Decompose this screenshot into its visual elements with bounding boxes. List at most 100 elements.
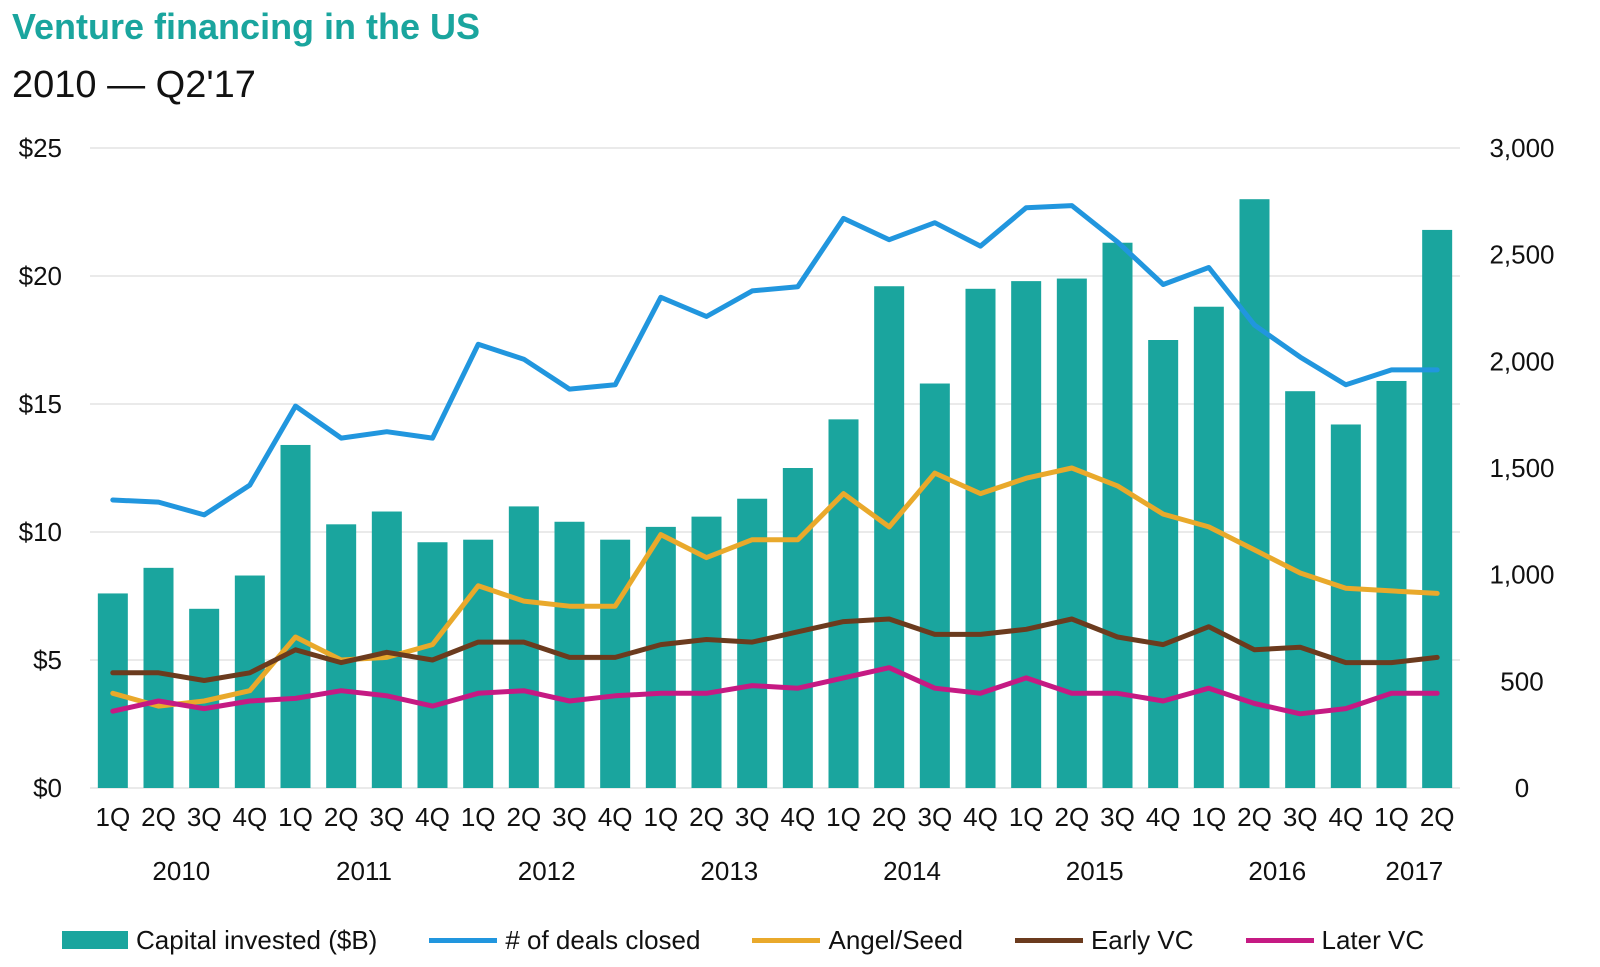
x-tick-label: 1Q — [1374, 802, 1409, 832]
bar-capital-invested — [1102, 242, 1133, 789]
right-axis-tick-label: 2,500 — [1489, 240, 1554, 270]
bar-capital-invested — [97, 593, 128, 788]
x-tick-label: 4Q — [963, 802, 998, 832]
x-tick-label: 4Q — [598, 802, 633, 832]
bar-capital-invested — [1239, 199, 1270, 788]
bar-capital-invested — [371, 511, 402, 788]
legend-label-later: Later VC — [1321, 924, 1425, 955]
x-tick-label: 1Q — [95, 802, 130, 832]
bar-capital-invested — [463, 539, 494, 788]
bar-capital-invested — [280, 444, 311, 788]
x-tick-label: 3Q — [1283, 802, 1318, 832]
x-tick-label: 1Q — [643, 802, 678, 832]
chart-title: Venture financing in the US — [12, 6, 481, 47]
bar-capital-invested — [919, 383, 950, 788]
x-tick-label: 3Q — [1100, 802, 1135, 832]
line-deals-closed — [110, 203, 1440, 518]
left-axis-tick-label: $5 — [33, 645, 62, 675]
combo-chart: $0 $5 $10 $15 $20 $25 0 500 1,000 1,500 2,000 2,500… — [19, 133, 1555, 886]
left-axis-tick-label: $20 — [19, 261, 62, 291]
bar-capital-invested — [1011, 281, 1042, 788]
legend-item-early: Early VC — [1014, 924, 1194, 956]
right-axis-tick-label: 0 — [1515, 773, 1529, 803]
x-tick-label: 1Q — [826, 802, 861, 832]
capital-invested-bars — [97, 199, 1453, 789]
x-tick-label: 2Q — [1054, 802, 1089, 832]
legend-item-angel: Angel/Seed — [752, 924, 963, 956]
right-axis-tick-label: 500 — [1500, 666, 1543, 696]
chart-legend: Capital invested ($B) # of deals closed … — [62, 920, 1424, 960]
series-lines — [110, 203, 1440, 717]
left-axis-tick-label: $25 — [19, 133, 62, 163]
legend-label-early: Early VC — [1090, 924, 1194, 955]
left-axis-tick-label: $10 — [19, 517, 62, 547]
bar-capital-invested — [645, 526, 676, 788]
x-tick-label: 4Q — [232, 802, 267, 832]
x-tick-label: 3Q — [369, 802, 404, 832]
x-tick-label: 4Q — [1146, 802, 1181, 832]
x-tick-label: 2Q — [1420, 802, 1455, 832]
left-axis-tick-label: $15 — [19, 389, 62, 419]
x-year-label: 2017 — [1385, 856, 1443, 886]
right-axis-tick-label: 1,000 — [1489, 560, 1554, 590]
bar-capital-invested — [1422, 229, 1453, 789]
chart-subtitle: 2010 — Q2'17 — [12, 64, 256, 106]
right-axis-tick-label: 3,000 — [1489, 133, 1554, 163]
x-tick-label: 1Q — [278, 802, 313, 832]
legend-swatch-deals — [429, 937, 498, 943]
x-tick-label: 1Q — [1009, 802, 1044, 832]
bar-capital-invested — [600, 539, 631, 788]
axis-labels: $0 $5 $10 $15 $20 $25 0 500 1,000 1,500 2,000 2,500… — [19, 133, 1555, 886]
left-axis-tick-label: $0 — [33, 773, 62, 803]
x-year-label: 2014 — [883, 856, 941, 886]
legend-label-capital: Capital invested ($B) — [136, 924, 378, 955]
x-year-label: 2012 — [518, 856, 576, 886]
legend-swatch-angel — [752, 937, 821, 943]
legend-label-angel: Angel/Seed — [828, 924, 963, 955]
x-tick-label: 4Q — [780, 802, 815, 832]
bar-capital-invested — [1056, 278, 1087, 788]
x-tick-label: 4Q — [1328, 802, 1363, 832]
bar-capital-invested — [1376, 380, 1407, 788]
x-tick-label: 2Q — [324, 802, 359, 832]
line-angel-seed — [110, 465, 1440, 709]
x-year-label: 2011 — [336, 856, 392, 886]
bar-capital-invested — [143, 567, 174, 788]
bar-capital-invested — [1148, 340, 1179, 788]
x-year-label: 2010 — [152, 856, 210, 886]
x-tick-label: 2Q — [872, 802, 907, 832]
bar-capital-invested — [1330, 424, 1361, 788]
x-tick-label: 2Q — [141, 802, 176, 832]
legend-item-deals: # of deals closed — [429, 925, 700, 956]
x-year-label: 2013 — [700, 856, 758, 886]
bar-capital-invested — [417, 542, 448, 788]
legend-item-capital: Capital invested ($B) — [62, 925, 377, 956]
x-tick-label: 3Q — [735, 802, 770, 832]
bar-capital-invested — [965, 288, 996, 788]
x-tick-label: 1Q — [1191, 802, 1226, 832]
right-axis-tick-label: 1,500 — [1489, 453, 1554, 483]
gridlines — [90, 147, 1460, 789]
x-tick-label: 3Q — [552, 802, 587, 832]
x-year-label: 2015 — [1066, 856, 1124, 886]
x-tick-label: 2Q — [689, 802, 724, 832]
x-tick-label: 3Q — [187, 802, 222, 832]
right-axis-tick-label: 2,000 — [1489, 346, 1554, 376]
legend-swatch-early — [1014, 937, 1083, 943]
x-tick-label: 4Q — [415, 802, 450, 832]
bar-capital-invested — [691, 516, 722, 788]
bar-capital-invested — [1193, 306, 1224, 788]
x-tick-label: 3Q — [917, 802, 952, 832]
x-tick-label: 2Q — [506, 802, 541, 832]
bar-capital-invested — [828, 419, 859, 788]
line-later-vc — [110, 665, 1440, 717]
x-year-label: 2016 — [1248, 856, 1306, 886]
x-tick-label: 2Q — [1237, 802, 1272, 832]
bar-capital-invested — [874, 286, 905, 788]
bar-capital-invested — [1285, 391, 1316, 788]
legend-swatch-capital — [62, 931, 128, 949]
legend-item-later: Later VC — [1245, 924, 1425, 956]
legend-swatch-later — [1245, 937, 1314, 943]
legend-label-deals: # of deals closed — [505, 924, 701, 955]
line-early-vc — [110, 616, 1440, 683]
